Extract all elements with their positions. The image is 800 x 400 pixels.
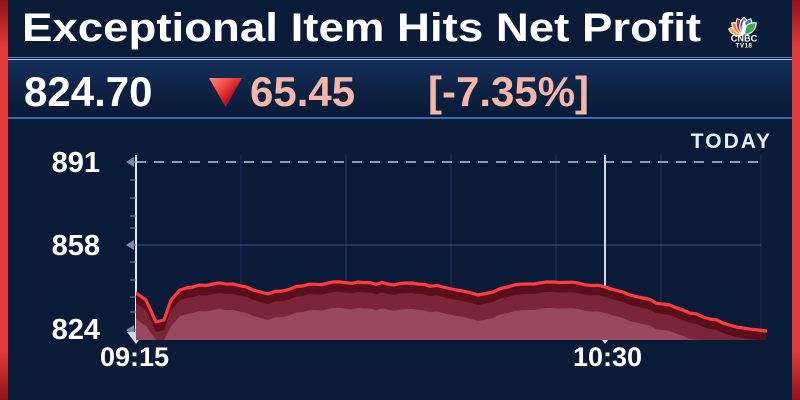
svg-text:CNBC: CNBC xyxy=(731,34,758,44)
svg-text:TV18: TV18 xyxy=(736,43,753,48)
